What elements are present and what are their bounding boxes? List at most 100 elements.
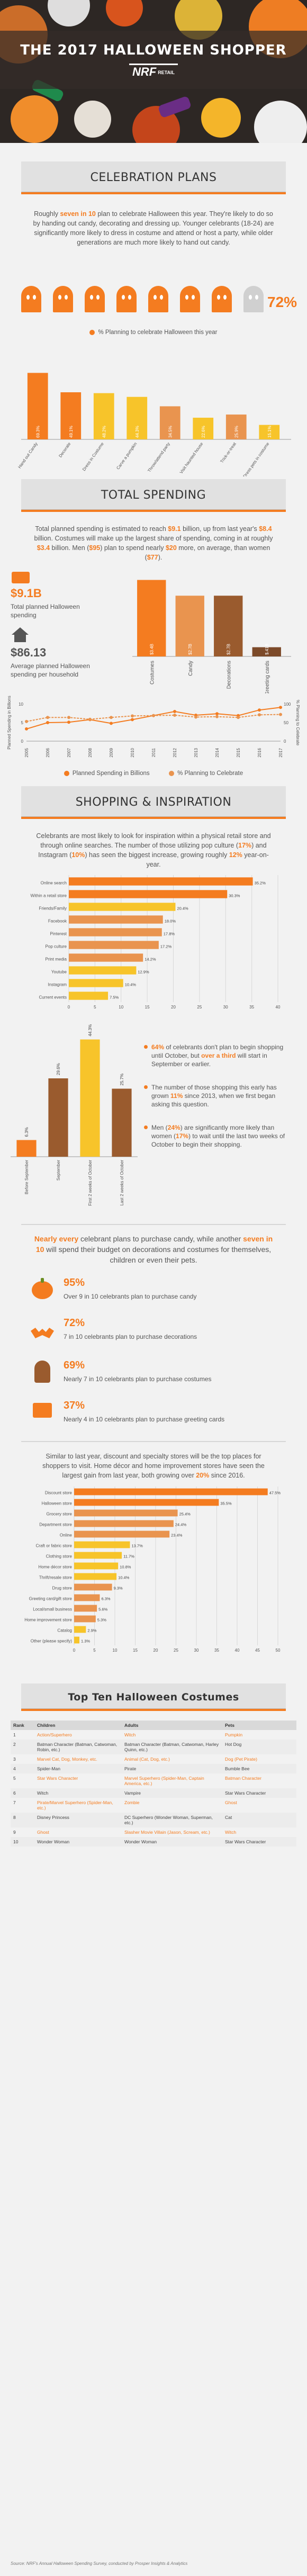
category-label: Throw/attend party — [147, 442, 171, 473]
data-point — [88, 717, 92, 721]
bar — [27, 373, 48, 439]
data-point — [279, 706, 282, 709]
table-cell: Hot Dog — [222, 1740, 296, 1754]
celebrate-legend: % Planning to celebrate Halloween this y… — [21, 329, 286, 336]
inspiration-sources-chart: 0 5 10 15 20 25 30 35 40 Online search 35.2% Within… — [31, 875, 281, 1010]
bar-value-label: 7.5% — [110, 995, 119, 1000]
category-label: September — [56, 1160, 61, 1181]
category-label: Last 2 weeks of October — [120, 1160, 124, 1206]
ghost-icon — [212, 286, 232, 312]
x-tick-label: 0 — [68, 1005, 70, 1010]
data-point — [173, 710, 176, 713]
category-label: Pop culture — [46, 944, 67, 949]
data-point — [110, 716, 113, 719]
x-tick-label: 2006 — [46, 747, 50, 757]
divider — [21, 1224, 286, 1225]
table-cell: Pirate — [122, 1764, 222, 1773]
bar — [48, 1078, 68, 1157]
y-tick-label: 0 — [21, 739, 24, 744]
data-point — [131, 714, 134, 718]
celebration-activities-chart: 69.3% Hand out Candy 49.1% Decorate 48.2% Dre… — [17, 373, 291, 476]
divider — [21, 1441, 286, 1442]
table-cell: 2 — [11, 1740, 34, 1754]
table-cell: 4 — [11, 1764, 34, 1773]
table-cell: DC Superhero (Wonder Woman, Superman, et… — [122, 1813, 222, 1827]
bar — [74, 1552, 122, 1559]
table-cell: 7 — [13, 1800, 16, 1805]
bar — [69, 966, 137, 975]
table-row: 5 Star Wars Character Marvel Superhero (Sp… — [11, 1773, 296, 1788]
category-label: Facebook — [48, 919, 67, 924]
category-label: Candy — [188, 661, 194, 676]
bar-value-label: 6.3% — [102, 1596, 111, 1601]
table-cell: Star Wars Character — [37, 1776, 78, 1781]
costume-icon — [34, 1361, 50, 1383]
celebration-paragraph: Roughly seven in 10 plan to celebrate Ha… — [33, 210, 274, 246]
bar — [69, 915, 163, 924]
bar-value-label: 44.3% — [88, 1024, 93, 1037]
store-types-chart: 0 5 10 15 20 25 30 35 40 45 50 Discount store 47.5% H… — [24, 1487, 281, 1653]
bar — [159, 406, 180, 439]
x-tick-label: 35 — [249, 1005, 254, 1010]
data-point — [110, 722, 113, 725]
category-label: Clothing store — [46, 1554, 73, 1559]
timing-bullet: Men (24%) are significantly more likely … — [144, 1123, 295, 1149]
data-point — [25, 727, 28, 731]
table-cell: 1 — [13, 1732, 16, 1737]
data-point — [237, 716, 240, 719]
data-point — [215, 712, 219, 716]
category-label: Trick-or-treat — [219, 441, 237, 464]
bar-value-label: 12.9% — [138, 970, 149, 975]
table-row: 1 Action/Superhero Witch Pumpkin — [11, 1730, 296, 1740]
x-tick-label: 2009 — [109, 747, 114, 757]
x-tick-label: 2015 — [236, 747, 241, 757]
column-header: Children — [34, 1721, 122, 1730]
x-tick-label: 45 — [255, 1648, 260, 1653]
table-cell: Batman Character (Batman, Catwoman, Robi… — [34, 1740, 122, 1754]
timing-bullets: 64% of celebrants don't plan to begin sh… — [144, 1043, 295, 1164]
data-point — [46, 721, 49, 724]
table-cell: Ghost — [37, 1830, 49, 1835]
data-point — [194, 715, 197, 719]
bar — [127, 397, 148, 439]
table-row: 7 Pirate/Marvel Superhero (Spider-Man, et… — [11, 1798, 296, 1813]
x-tick-label: 10 — [113, 1648, 118, 1653]
spacer — [11, 1885, 296, 2557]
bar-value-label: 49.1% — [69, 426, 74, 438]
section-header-shopping: SHOPPING & INSPIRATION — [21, 786, 286, 819]
table-cell: Star Wars Character — [222, 1837, 296, 1847]
x-tick-label: 20 — [171, 1005, 176, 1010]
section-title: TOTAL SPENDING — [101, 489, 206, 502]
category-label: First 2 weeks of October — [88, 1160, 93, 1206]
bar-value-label: 14.2% — [145, 957, 156, 962]
category-label: Grocery store — [47, 1511, 73, 1516]
bar-value-label: $2.7B — [188, 644, 193, 655]
bar-value-label: 25.4% — [179, 1511, 191, 1516]
bar-value-label: 10.8% — [120, 1564, 131, 1569]
trend-legend: Planned Spending in Billions % Planning … — [21, 770, 286, 777]
table-cell: Star Wars Character — [222, 1788, 296, 1798]
data-point — [152, 714, 155, 717]
bar — [69, 903, 176, 911]
category-label: Print media — [46, 957, 67, 962]
data-point — [67, 716, 70, 719]
bar — [74, 1583, 112, 1591]
ghost-icon — [243, 286, 264, 312]
section-header-spending: TOTAL SPENDING — [21, 479, 286, 512]
bar-value-label: 2.9% — [87, 1628, 96, 1633]
table-header-row: Rank Children Adults Pets — [11, 1721, 296, 1730]
x-tick-label: 30 — [223, 1005, 228, 1010]
costumes-percent: 69% — [64, 1359, 85, 1371]
x-tick-label: 2005 — [24, 747, 29, 757]
category-label: Halloween store — [42, 1501, 73, 1506]
x-tick-label: 20 — [154, 1648, 158, 1653]
total-spending-value: $9.1B — [11, 587, 42, 600]
table-cell: Pumpkin — [225, 1732, 243, 1737]
decorations-desc: 7 in 10 celebrants plan to purchase deco… — [64, 1333, 197, 1340]
bar-value-label: 20.4% — [177, 906, 188, 911]
bar-value-label: 17.8% — [164, 932, 175, 936]
y-tick-label: 10 — [19, 702, 23, 707]
bar-value-label: $.41B — [265, 644, 269, 655]
x-tick-label: 10 — [119, 1005, 123, 1010]
